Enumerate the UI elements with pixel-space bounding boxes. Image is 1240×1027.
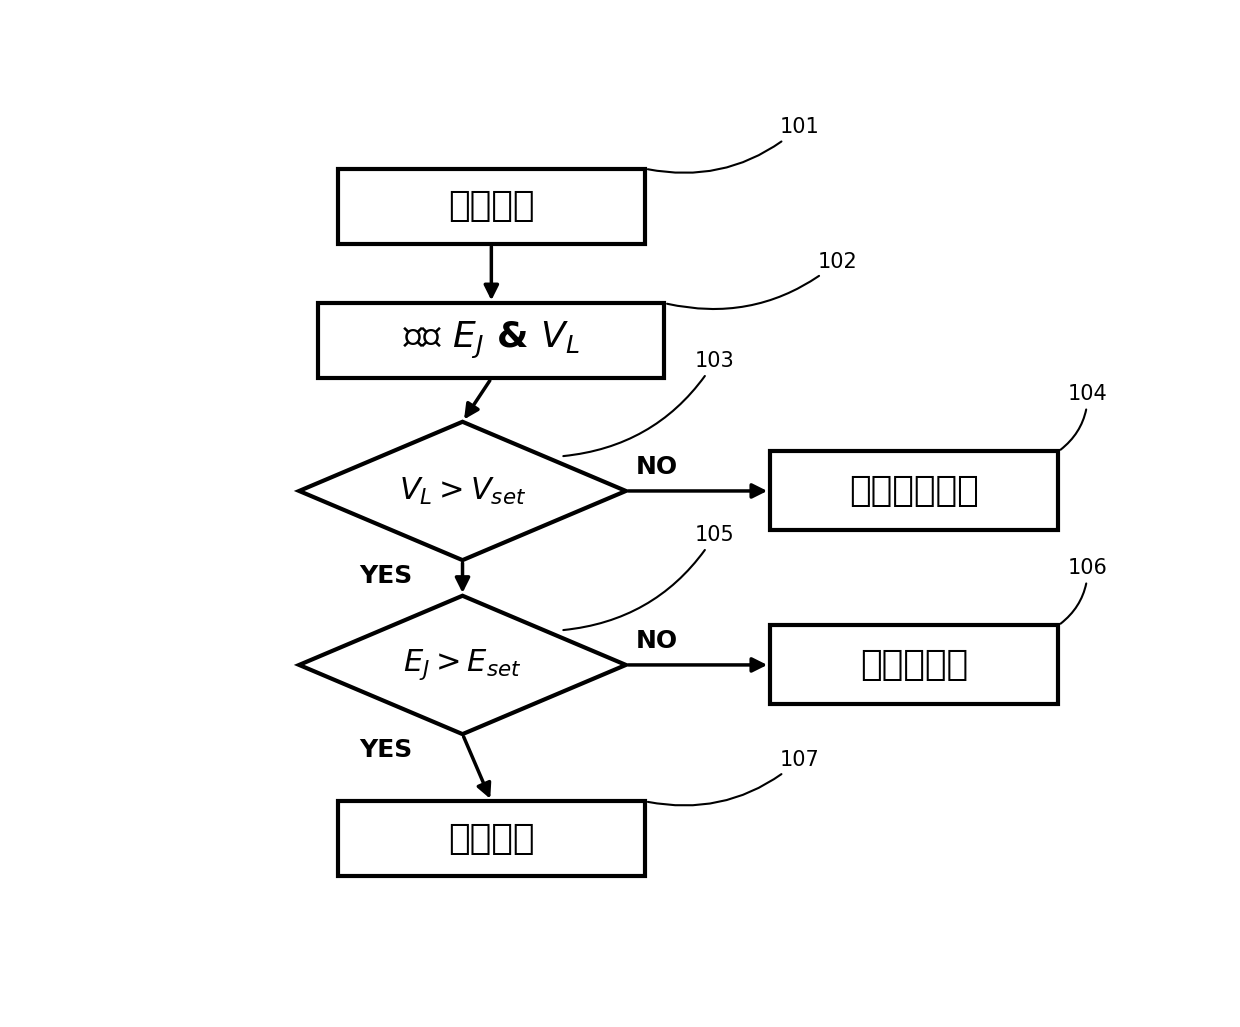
Text: $\mathit{E}_J$$>$$\mathit{E}_{set}$: $\mathit{E}_J$$>$$\mathit{E}_{set}$ bbox=[403, 647, 522, 682]
Text: 104: 104 bbox=[1060, 384, 1107, 450]
Text: 106: 106 bbox=[1060, 558, 1107, 623]
Text: 区内无故障: 区内无故障 bbox=[861, 648, 968, 682]
Text: 103: 103 bbox=[563, 351, 735, 456]
Bar bbox=[337, 801, 645, 876]
Text: 计算 $\mathit{E}_J$ & $\mathit{V}_L$: 计算 $\mathit{E}_J$ & $\mathit{V}_L$ bbox=[403, 320, 580, 362]
Text: $\mathit{V}_L$$>$$\mathit{V}_{set}$: $\mathit{V}_L$$>$$\mathit{V}_{set}$ bbox=[399, 476, 526, 506]
Bar bbox=[770, 625, 1058, 705]
Text: YES: YES bbox=[360, 738, 412, 762]
Polygon shape bbox=[299, 422, 626, 560]
Text: 区内故障: 区内故障 bbox=[448, 822, 534, 855]
Text: NO: NO bbox=[635, 455, 677, 479]
Bar bbox=[337, 168, 645, 243]
Text: 正方向无故障: 正方向无故障 bbox=[849, 473, 980, 508]
Text: 101: 101 bbox=[647, 117, 820, 173]
Bar bbox=[319, 303, 665, 378]
Text: 102: 102 bbox=[667, 252, 858, 309]
Text: 小波分解: 小波分解 bbox=[448, 189, 534, 223]
Text: 107: 107 bbox=[647, 750, 820, 805]
Text: NO: NO bbox=[635, 630, 677, 653]
Polygon shape bbox=[299, 596, 626, 734]
Bar bbox=[770, 452, 1058, 531]
Text: 105: 105 bbox=[563, 525, 735, 631]
Text: YES: YES bbox=[360, 564, 412, 588]
